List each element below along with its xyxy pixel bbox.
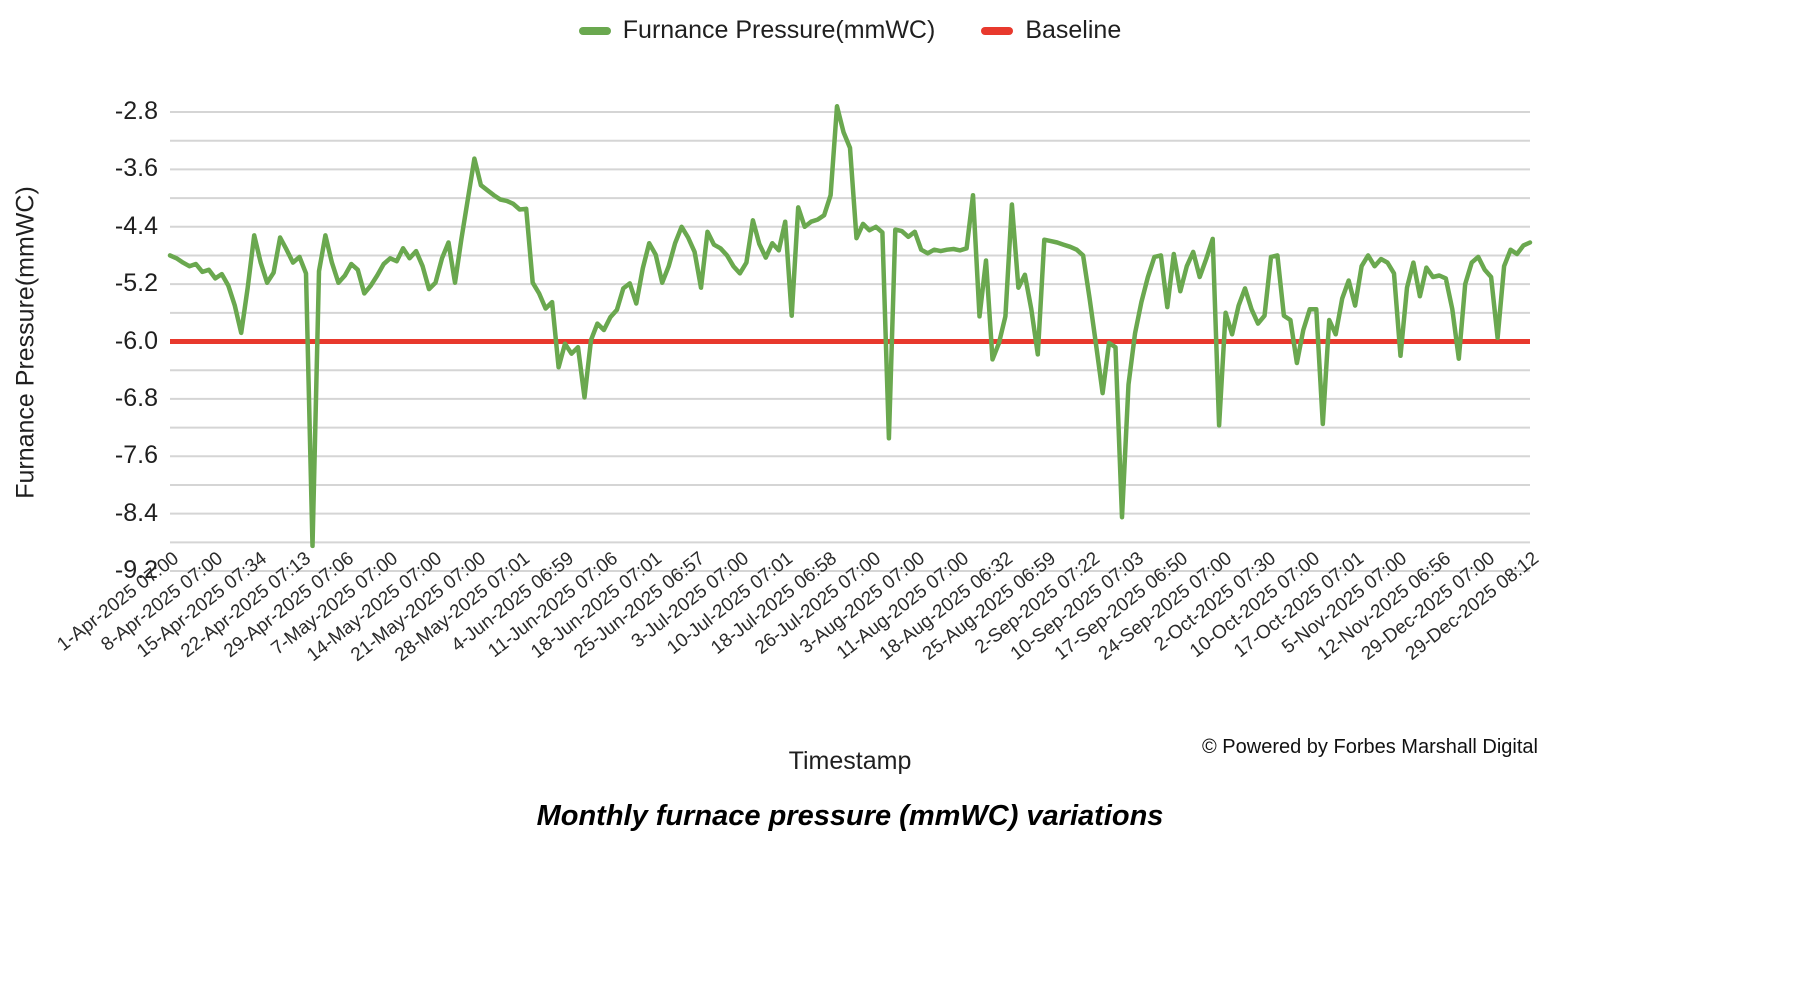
y-tick-label: -8.4	[114, 498, 158, 527]
legend-label-baseline: Baseline	[1025, 16, 1122, 44]
baseline-swatch-icon	[981, 26, 1014, 35]
y-tick-label: -2.8	[114, 97, 158, 125]
y-tick-label: -7.6	[114, 441, 158, 470]
gridlines	[170, 111, 1530, 572]
y-axis-title: Furnance Pressure(mmWC)	[11, 186, 40, 499]
legend-label-furnace-pressure: Furnance Pressure(mmWC)	[622, 16, 936, 44]
legend-item-baseline[interactable]: Baseline	[981, 16, 1121, 45]
y-tick-label: -4.4	[114, 211, 158, 240]
furnace-pressure-swatch-icon	[578, 26, 611, 35]
footer-credit: © Powered by Forbes Marshall Digital	[1202, 736, 1538, 758]
x-axis-title: Timestamp	[788, 747, 912, 775]
furnace-pressure-line	[167, 104, 1533, 549]
legend-item-furnace-pressure[interactable]: Furnance Pressure(mmWC)	[578, 16, 936, 45]
legend: Furnance Pressure(mmWC) Baseline	[0, 16, 1700, 45]
y-tick-label: -3.6	[114, 154, 158, 183]
y-tick-label: -6.8	[114, 383, 158, 412]
y-tick-label: -5.2	[114, 269, 158, 298]
y-tick-label: -6.0	[114, 326, 158, 355]
chart-caption: Monthly furnace pressure (mmWC) variatio…	[536, 800, 1164, 832]
y-tick-label: -9.2	[114, 556, 158, 584]
